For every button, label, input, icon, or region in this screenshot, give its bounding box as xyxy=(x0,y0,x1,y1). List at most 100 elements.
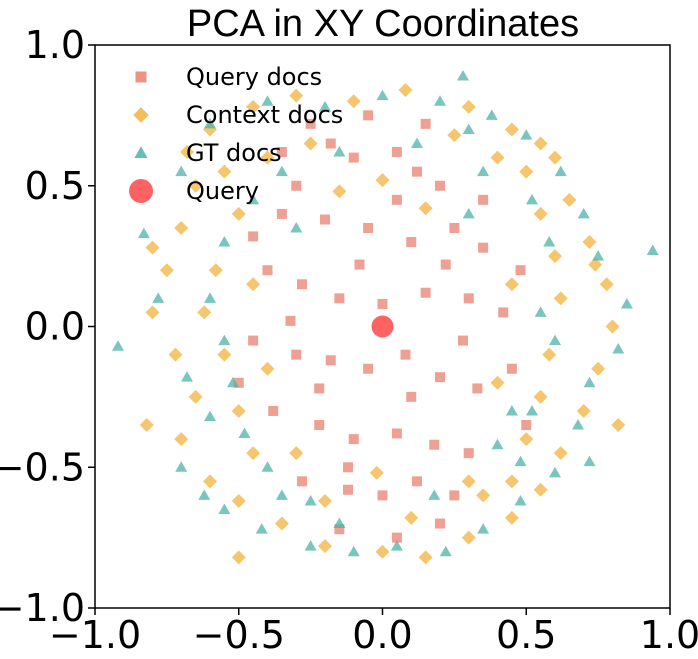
context-docs-point xyxy=(548,249,562,264)
query-docs-point xyxy=(391,146,402,157)
x-tick-label: 1.0 xyxy=(640,613,698,657)
context-docs-point xyxy=(461,530,476,545)
gt-docs-point xyxy=(181,371,193,382)
context-docs-point xyxy=(197,305,212,320)
gt-docs-point xyxy=(485,109,498,120)
query-docs-point xyxy=(248,335,259,346)
query-docs-point xyxy=(297,279,307,290)
context-docs-point xyxy=(548,150,562,165)
context-docs-point xyxy=(504,122,519,137)
context-docs-point xyxy=(159,263,174,278)
query-docs-point xyxy=(363,222,374,233)
query-docs-point xyxy=(478,242,489,253)
context-docs-point xyxy=(611,418,626,433)
query-docs-point xyxy=(406,391,417,402)
context-docs-point xyxy=(246,277,261,292)
query-docs-point xyxy=(412,166,422,177)
gt-docs-point xyxy=(477,165,490,177)
y-tick-label: −0.5 xyxy=(0,445,85,489)
query-docs-point xyxy=(472,383,483,394)
x-tick-label: −1.0 xyxy=(49,613,141,657)
gt-docs-point xyxy=(204,117,216,129)
gt-docs-point xyxy=(505,404,518,416)
context-docs-point xyxy=(447,128,462,143)
context-docs-point xyxy=(476,488,491,503)
gt-docs-point xyxy=(261,461,274,472)
context-docs-point xyxy=(188,178,203,193)
query-docs-point xyxy=(305,118,316,129)
context-docs-point xyxy=(418,550,433,565)
gt-docs-point xyxy=(275,165,288,177)
query-docs-point xyxy=(429,439,440,450)
context-docs-point xyxy=(217,347,232,362)
context-docs-point xyxy=(369,465,384,480)
context-docs-point xyxy=(260,150,275,165)
legend-label-query: Query xyxy=(186,177,259,205)
gt-docs-point xyxy=(333,145,346,157)
gt-docs-point xyxy=(534,306,547,317)
context-docs-point xyxy=(168,347,183,362)
query-docs-point xyxy=(276,208,287,219)
context-docs-point xyxy=(504,277,519,292)
context-docs-point xyxy=(588,257,603,272)
query-docs-point xyxy=(515,265,526,276)
query-docs-point xyxy=(412,476,422,487)
context-docs-point xyxy=(231,494,246,509)
gt-docs-point xyxy=(583,455,596,467)
plot-area xyxy=(112,69,659,565)
gt-docs-point xyxy=(319,100,331,112)
gt-docs-point xyxy=(514,455,527,467)
query-docs-point xyxy=(343,462,353,473)
query-docs-point xyxy=(363,110,374,121)
context-docs-point xyxy=(542,347,557,362)
gt-docs-point xyxy=(592,250,605,261)
context-docs-point xyxy=(174,432,189,447)
gt-docs-point xyxy=(477,523,490,534)
gt-docs-point xyxy=(290,221,303,233)
context-docs-point xyxy=(504,474,519,489)
query-docs-point xyxy=(348,152,359,163)
context-docs-point xyxy=(418,201,433,216)
gt-docs-point xyxy=(204,292,216,303)
context-docs-point xyxy=(217,164,232,179)
query-docs-point xyxy=(440,259,451,270)
gt-docs-point xyxy=(526,404,538,416)
context-docs-point xyxy=(519,164,534,179)
gt-docs-point xyxy=(304,495,317,506)
context-docs-point xyxy=(605,319,620,334)
gt-docs-point xyxy=(612,343,625,354)
context-docs-point xyxy=(289,88,304,103)
legend-marker-context-docs xyxy=(133,107,149,123)
query-docs-point xyxy=(325,355,336,366)
context-docs-point xyxy=(203,474,217,489)
gt-docs-point xyxy=(152,292,165,303)
context-docs-point xyxy=(461,474,476,489)
query-docs-point xyxy=(262,265,273,276)
query-docs-point xyxy=(297,476,307,487)
context-docs-point xyxy=(582,235,597,250)
query-docs-point xyxy=(268,405,279,416)
gt-docs-point xyxy=(218,503,231,514)
query-docs-point xyxy=(320,214,330,225)
context-docs-point xyxy=(145,240,160,255)
context-docs-point xyxy=(139,418,154,433)
gt-docs-point xyxy=(261,95,274,106)
gt-docs-point xyxy=(238,427,251,438)
query-docs-point xyxy=(285,315,296,326)
context-docs-point xyxy=(490,150,505,165)
legend-marker-query xyxy=(129,179,153,203)
gt-docs-point xyxy=(333,517,346,529)
gt-docs-point xyxy=(620,297,633,309)
context-docs-point xyxy=(375,544,390,559)
gt-docs-point xyxy=(347,545,360,557)
x-tick-label: 0.0 xyxy=(352,613,412,657)
context-docs-point xyxy=(318,494,332,509)
gt-docs-point xyxy=(204,410,216,422)
query-docs-point xyxy=(463,293,474,304)
gt-docs-point xyxy=(175,461,188,472)
context-docs-point xyxy=(375,173,390,188)
gt-docs-point xyxy=(526,193,538,205)
context-docs-point xyxy=(398,83,413,98)
gt-docs-point xyxy=(491,438,504,450)
gt-docs-point xyxy=(175,165,188,177)
